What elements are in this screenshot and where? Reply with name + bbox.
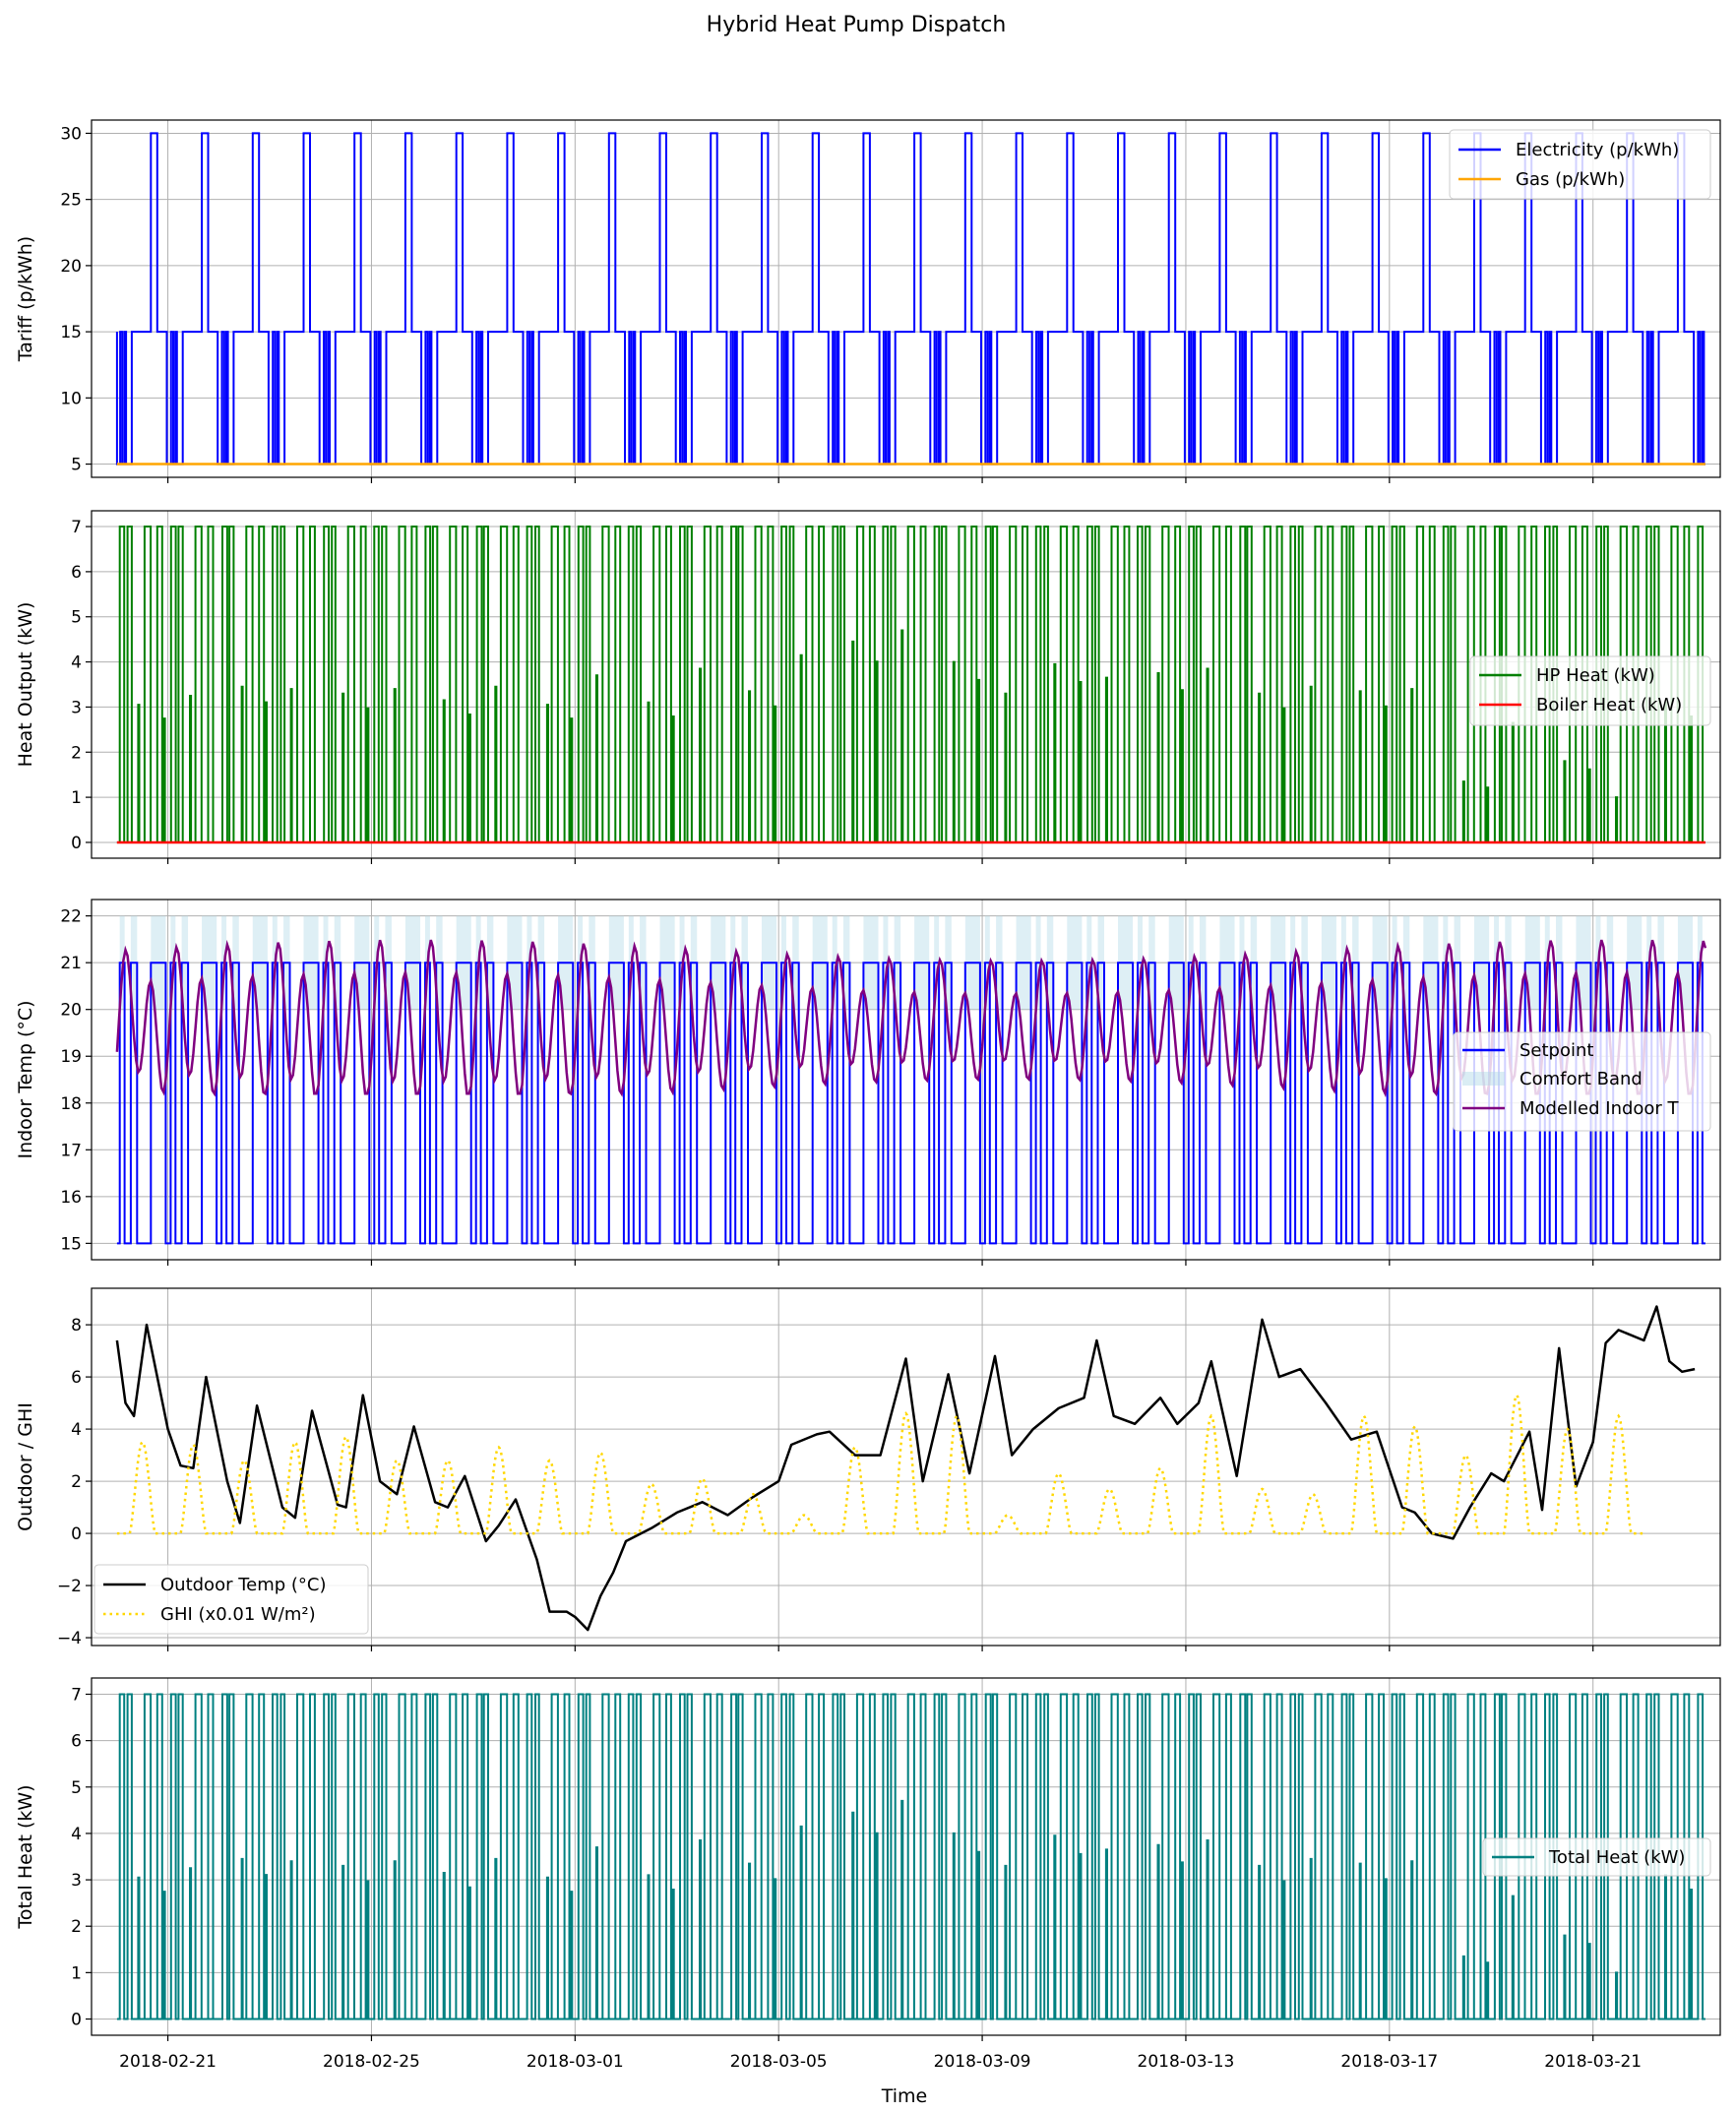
x-axis-ticks: 2018-02-21 2018-02-25 2018-03-01 2018-03-05…	[119, 2052, 1642, 2072]
legend-label-indoor-t: Modelled Indoor T	[1519, 1098, 1680, 1119]
y-tick-label: 4	[71, 1825, 82, 1844]
y-axis-label: Tariff (p/kWh)	[15, 236, 36, 362]
y-tick-label: 17	[60, 1141, 82, 1160]
y-tick-label: 0	[71, 834, 82, 853]
y-tick-label: 6	[71, 1732, 82, 1752]
y-tick-label: 10	[60, 389, 82, 408]
series-indoor-t-line	[115, 939, 1707, 1098]
series-outdoor-temp-line	[115, 1305, 1696, 1632]
legend-outdoor: Outdoor Temp (°C) GHI (x0.01 W/m²)	[93, 1564, 369, 1635]
x-tick-label: 2018-02-21	[119, 2052, 217, 2072]
axes-frame	[91, 119, 1721, 478]
y-tick-label: 20	[60, 1001, 82, 1021]
legend-label-hp-heat: HP Heat (kW)	[1536, 665, 1655, 686]
legend-indoor-temp: Setpoint Comfort Band Modelled Indoor T	[1453, 1031, 1711, 1132]
legend-label-total-heat: Total Heat (kW)	[1548, 1847, 1685, 1868]
legend-total-heat: Total Heat (kW)	[1482, 1837, 1711, 1877]
y-tick-label: 3	[71, 1871, 82, 1891]
y-tick-label: 4	[71, 1420, 82, 1440]
legend-label-outdoor-temp: Outdoor Temp (°C)	[160, 1575, 327, 1595]
series-setpoint-line	[116, 962, 1705, 1245]
legend-label-comfort-band: Comfort Band	[1519, 1069, 1643, 1089]
x-tick-label: 2018-03-17	[1340, 2052, 1438, 2072]
y-tick-label: −2	[57, 1577, 82, 1596]
x-tick-label: 2018-03-05	[730, 2052, 828, 2072]
x-axis-label: Time	[881, 2085, 928, 2107]
y-tick-label: 15	[60, 1234, 82, 1254]
x-tick-label: 2018-03-21	[1544, 2052, 1642, 2072]
series-ghi-line	[116, 1393, 1644, 1535]
tariff-panel: 5 10 15 20 25 30 Tariff (p/kWh)	[15, 119, 1721, 483]
y-tick-label: 5	[71, 1778, 82, 1798]
heat-output-panel: 0 1 2 3 4 5 6 7 Heat Output (kW)	[15, 510, 1721, 864]
x-tick-label: 2018-03-01	[527, 2052, 624, 2072]
y-tick-label: 16	[60, 1188, 82, 1208]
series-hp-heat-line	[116, 526, 1705, 843]
y-tick-label: 30	[60, 124, 82, 144]
y-tick-label: −4	[57, 1629, 82, 1648]
y-axis-label: Total Heat (kW)	[15, 1784, 36, 1929]
y-tick-label: 2	[71, 1472, 82, 1492]
legend-label-ghi: GHI (x0.01 W/m²)	[160, 1604, 316, 1625]
axes-frame	[91, 899, 1721, 1261]
axes-frame	[91, 510, 1721, 859]
y-tick-label: 8	[71, 1316, 82, 1336]
x-tick-label: 2018-02-25	[323, 2052, 420, 2072]
y-tick-label: 21	[60, 954, 82, 973]
legend-label-setpoint: Setpoint	[1519, 1040, 1593, 1061]
y-tick-label: 1	[71, 788, 82, 808]
y-tick-label: 2	[71, 1917, 82, 1937]
legend-label-electricity: Electricity (p/kWh)	[1516, 140, 1679, 160]
y-axis-label: Heat Output (kW)	[15, 602, 36, 768]
series-total-heat-line	[116, 1693, 1705, 2020]
y-axis-label: Indoor Temp (°C)	[15, 1000, 36, 1158]
legend-heat-output: HP Heat (kW) Boiler Heat (kW)	[1469, 655, 1711, 726]
y-tick-label: 5	[71, 456, 82, 475]
x-tick-label: 2018-03-13	[1138, 2052, 1235, 2072]
axes-frame	[91, 1287, 1721, 1647]
y-tick-label: 1	[71, 1963, 82, 1983]
y-tick-label: 5	[71, 608, 82, 628]
y-tick-label: 6	[71, 563, 82, 583]
x-tick-label: 2018-03-09	[934, 2052, 1031, 2072]
y-tick-label: 0	[71, 1524, 82, 1544]
y-axis-label: Outdoor / GHI	[15, 1402, 36, 1531]
legend-swatch-comfort-band	[1462, 1072, 1505, 1086]
legend-tariff: Electricity (p/kWh) Gas (p/kWh)	[1449, 129, 1711, 200]
y-tick-label: 22	[60, 907, 82, 927]
figure-title: Hybrid Heat Pump Dispatch	[707, 13, 1007, 37]
y-tick-label: 18	[60, 1094, 82, 1114]
y-tick-label: 0	[71, 2011, 82, 2030]
total-heat-panel: 0 1 2 3 4 5 6 7 Total Heat (kW)	[15, 1677, 1721, 2041]
indoor-temp-panel: 15 16 17 18 19 20 21 22 Indoor Temp (°C)	[15, 899, 1721, 1266]
y-tick-label: 2	[71, 743, 82, 763]
outdoor-ghi-panel: −4 −2 0 2 4 6 8 Outdoor / GHI	[15, 1287, 1721, 1651]
y-tick-label: 19	[60, 1047, 82, 1067]
y-tick-label: 7	[71, 1686, 82, 1706]
y-tick-label: 3	[71, 698, 82, 717]
legend-label-gas: Gas (p/kWh)	[1516, 169, 1625, 190]
y-tick-label: 7	[71, 518, 82, 537]
y-tick-label: 15	[60, 323, 82, 342]
axes-frame	[91, 1677, 1721, 2036]
legend-label-boiler-heat: Boiler Heat (kW)	[1536, 695, 1682, 715]
y-tick-label: 25	[60, 191, 82, 211]
y-tick-label: 20	[60, 257, 82, 277]
y-tick-label: 6	[71, 1368, 82, 1388]
y-tick-label: 4	[71, 653, 82, 673]
